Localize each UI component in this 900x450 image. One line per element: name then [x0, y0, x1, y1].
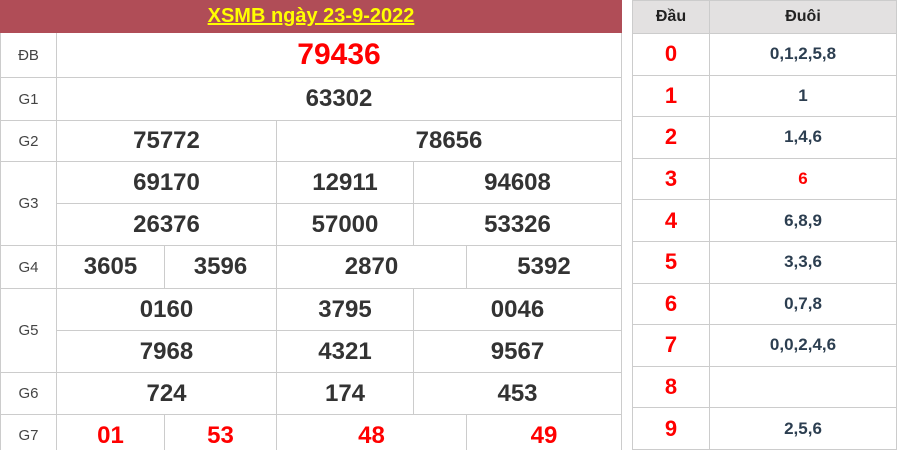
- dau-cell: 4: [664, 207, 678, 233]
- prize-cell: 3605: [56, 246, 164, 288]
- head-tail-row: 0 0,1,2,5,8: [633, 34, 896, 76]
- prize-cell: 94608: [413, 162, 621, 203]
- duoi-cell: 0,1,2,5,8: [709, 34, 896, 75]
- dau-cell: 0: [664, 41, 678, 67]
- head-tail-row: 6 0,7,8: [633, 283, 896, 326]
- duoi-cell: 1: [709, 75, 896, 117]
- column-header-duoi: Đuôi: [709, 1, 896, 33]
- head-tail-row: 2 1,4,6: [633, 117, 896, 159]
- prize-cell: 174: [276, 373, 413, 414]
- prize-label: ĐB: [18, 46, 39, 64]
- row-g3: G3 69170 12911 94608 26376 57000 53326: [1, 162, 621, 246]
- prize-cell: 0160: [56, 289, 276, 330]
- duoi-cell: [709, 366, 896, 408]
- prize-cell: 7968: [56, 331, 276, 372]
- column-header-dau: Đầu: [655, 8, 687, 25]
- head-tail-row: 7 0,0,2,4,6: [633, 325, 896, 367]
- row-g1: G1 63302: [1, 78, 621, 121]
- head-tail-row: 1 1: [633, 75, 896, 118]
- prize-label: G1: [18, 90, 39, 108]
- head-tail-row: 5 3,3,6: [633, 241, 896, 284]
- head-tail-row: 8: [633, 366, 896, 409]
- head-tail-row: 9 2,5,6: [633, 408, 896, 449]
- dau-cell: 8: [664, 374, 678, 400]
- dau-cell: 1: [664, 82, 678, 108]
- row-g6: G6 724 174 453: [1, 373, 621, 415]
- row-g5: G5 0160 3795 0046 7968 4321 9567: [1, 289, 621, 373]
- dau-cell: 2: [664, 124, 678, 150]
- dau-cell: 3: [664, 166, 678, 192]
- prize-cell: 48: [276, 415, 466, 450]
- prize-cell: 0046: [413, 289, 621, 330]
- row-g4: G4 3605 3596 2870 5392: [1, 246, 621, 289]
- prize-cell: 2870: [276, 246, 466, 288]
- duoi-cell: 3,3,6: [709, 241, 896, 283]
- prize-cell: 3795: [276, 289, 413, 330]
- duoi-cell: 0,0,2,4,6: [709, 325, 896, 366]
- head-tail-panel: Đầu Đuôi 0 0,1,2,5,8 1 1 2 1,4,6 3 6 4 6…: [632, 0, 897, 450]
- results-table: ĐB 79436 G1 63302 G2 75772 78656 G3: [0, 33, 622, 450]
- prize-cell: 724: [56, 373, 276, 414]
- duoi-cell: 1,4,6: [709, 117, 896, 158]
- dau-cell: 5: [664, 249, 678, 275]
- prize-cell: 12911: [276, 162, 413, 203]
- duoi-cell: 2,5,6: [709, 408, 896, 449]
- prize-cell: 53: [164, 415, 276, 450]
- head-tail-row: 3 6: [633, 158, 896, 201]
- duoi-cell: 0,7,8: [709, 283, 896, 325]
- prize-cell: 5392: [466, 246, 621, 288]
- prize-label: G6: [18, 385, 39, 402]
- title-bar: XSMB ngày 23-9-2022: [0, 0, 622, 33]
- dau-cell: 9: [664, 415, 678, 441]
- duoi-cell: 6,8,9: [709, 200, 896, 241]
- prize-cell: 78656: [276, 121, 621, 161]
- results-panel: XSMB ngày 23-9-2022 ĐB 79436 G1 63302 G2…: [0, 0, 622, 450]
- prize-label: G7: [18, 427, 39, 444]
- head-tail-header: Đầu Đuôi: [633, 1, 896, 34]
- prize-cell: 26376: [56, 204, 276, 245]
- prize-cell: 9567: [413, 331, 621, 372]
- prize-cell: 69170: [56, 162, 276, 203]
- duoi-cell: 6: [709, 158, 896, 200]
- prize-cell: 4321: [276, 331, 413, 372]
- prize-label: G5: [18, 322, 39, 339]
- prize-label: G2: [18, 132, 39, 150]
- head-tail-row: 4 6,8,9: [633, 200, 896, 242]
- prize-cell: 453: [413, 373, 621, 414]
- prize-cell: 79436: [56, 33, 621, 77]
- dau-cell: 6: [664, 290, 678, 316]
- prize-cell: 53326: [413, 204, 621, 245]
- prize-cell: 3596: [164, 246, 276, 288]
- prize-label: G4: [18, 258, 39, 276]
- row-g2: G2 75772 78656: [1, 121, 621, 162]
- prize-cell: 63302: [56, 78, 621, 120]
- dau-cell: 7: [664, 332, 678, 358]
- prize-cell: 49: [466, 415, 621, 450]
- row-special-prize: ĐB 79436: [1, 33, 621, 78]
- title-link[interactable]: XSMB ngày 23-9-2022: [207, 5, 415, 27]
- prize-cell: 57000: [276, 204, 413, 245]
- prize-cell: 01: [56, 415, 164, 450]
- row-g7: G7 01 53 48 49: [1, 415, 621, 450]
- prize-label: G3: [18, 195, 39, 212]
- prize-cell: 75772: [56, 121, 276, 161]
